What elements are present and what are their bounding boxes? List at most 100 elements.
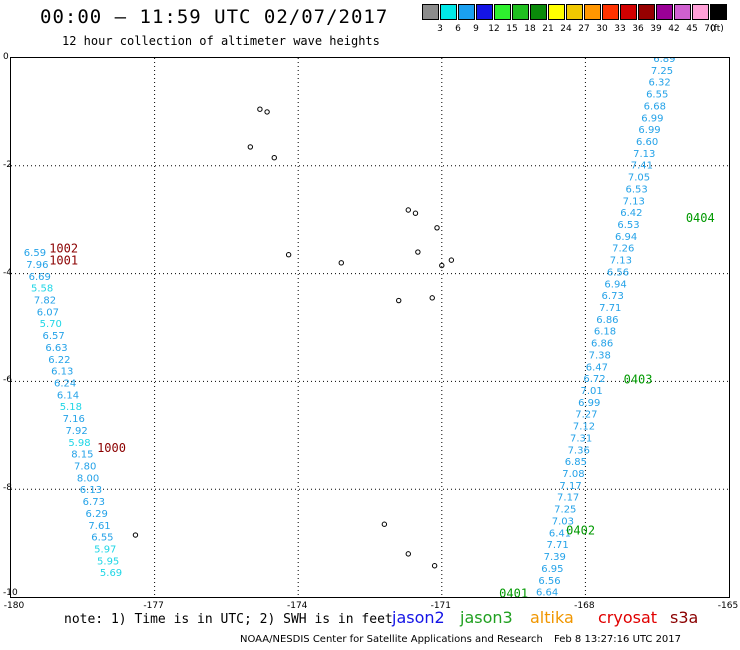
island-marker <box>271 155 277 161</box>
mission-label-cryosat: cryosat <box>598 608 658 627</box>
swh-value-label: 7.13 <box>610 256 632 267</box>
swh-value-label: 6.69 <box>29 272 51 283</box>
swh-value-label: 7.71 <box>547 540 569 551</box>
swh-value-label: 6.57 <box>42 331 64 342</box>
swh-value-label: 6.99 <box>641 113 663 124</box>
legend-swatch <box>692 4 709 20</box>
swh-value-label: 7.27 <box>575 410 597 421</box>
legend-swatch <box>674 4 691 20</box>
swh-value-label: 6.53 <box>617 220 639 231</box>
swh-value-label: 6.41 <box>549 528 571 539</box>
y-tick-label: -10 <box>3 588 18 598</box>
swh-value-label: 7.80 <box>74 461 96 472</box>
island-marker <box>257 106 263 112</box>
swh-value-label: 7.26 <box>612 244 634 255</box>
mission-label-s3a: s3a <box>670 608 699 627</box>
legend-label: 36 <box>632 24 644 34</box>
swh-value-label: 5.18 <box>60 402 82 413</box>
swh-value-label: 7.03 <box>552 516 574 527</box>
swh-value-label: 6.42 <box>620 208 642 219</box>
x-tick-label: -165 <box>717 601 739 611</box>
swh-value-label: 5.95 <box>97 556 119 567</box>
legend-label: 30 <box>596 24 608 34</box>
island-marker <box>264 109 270 115</box>
x-tick-label: -174 <box>286 601 308 611</box>
x-tick-label: -177 <box>143 601 164 611</box>
y-tick-label: 0 <box>3 52 9 62</box>
map-area[interactable]: 6.89 7.25 6.32 6.55 6.68 6.99 6.99 6.60 7.13 7.41… <box>10 57 730 598</box>
swh-value-label: 6.56 <box>538 576 560 587</box>
island-marker <box>247 144 254 150</box>
swh-value-label: 6.53 <box>625 184 647 195</box>
island-marker <box>448 257 455 263</box>
island-marker <box>431 563 438 569</box>
island-marker <box>405 551 411 557</box>
pass-id-label: 1002 <box>49 242 78 256</box>
swh-value-label: 6.73 <box>83 497 105 508</box>
island-marker <box>405 207 411 213</box>
swh-value-label: 7.96 <box>26 260 48 271</box>
legend-swatch <box>638 4 655 20</box>
legend-label: 3 <box>437 24 443 34</box>
legend-label: 6 <box>455 24 461 34</box>
island-marker <box>338 260 344 266</box>
credit-text: NOAA/NESDIS Center for Satellite Applica… <box>240 634 543 645</box>
legend-swatch <box>656 4 673 20</box>
legend-swatch <box>620 4 637 20</box>
island-marker <box>132 532 139 538</box>
swh-value-label: 7.16 <box>63 414 85 425</box>
legend-label: 70 <box>704 24 716 34</box>
swh-value-label: 7.39 <box>544 552 566 563</box>
swh-value-label: 7.92 <box>65 426 87 437</box>
swh-value-label: 6.85 <box>565 457 587 468</box>
swh-value-label: 6.32 <box>648 78 670 89</box>
pass-id-label: 0402 <box>566 524 595 538</box>
legend-label: 18 <box>524 24 536 34</box>
swh-value-label: 6.68 <box>644 101 666 112</box>
legend-swatch <box>710 4 727 20</box>
legend-label: 15 <box>506 24 518 34</box>
swh-value-label: 5.70 <box>40 319 62 330</box>
y-tick-label: -6 <box>3 375 12 386</box>
swh-value-label: 6.63 <box>45 343 67 354</box>
legend-swatch <box>530 4 547 20</box>
credit-line: NOAA/NESDIS Center for Satellite Applica… <box>240 634 689 645</box>
pass-id-label: 0404 <box>686 211 715 225</box>
legend-label: 33 <box>614 24 626 34</box>
swh-value-label: 6.60 <box>636 137 658 148</box>
y-tick-label: -2 <box>3 159 12 170</box>
legend-swatch <box>494 4 511 20</box>
swh-value-label: 6.59 <box>24 248 46 259</box>
legend-swatch <box>548 4 565 20</box>
swh-value-label: 8.15 <box>71 450 93 461</box>
swh-value-label: 7.25 <box>651 66 673 77</box>
island-marker <box>396 297 402 304</box>
pass-id-label: 0403 <box>624 373 653 387</box>
swh-value-label: 8.00 <box>77 473 99 484</box>
swh-value-label: 7.82 <box>34 295 56 306</box>
swh-value-label: 6.95 <box>541 564 563 575</box>
swh-value-label: 7.36 <box>568 445 590 456</box>
pass-id-label: 1000 <box>97 441 126 455</box>
legend-swatch <box>458 4 475 20</box>
swh-value-label: 7.05 <box>628 173 650 184</box>
swh-value-label: 7.41 <box>631 161 653 172</box>
x-tick-label: -168 <box>574 601 595 611</box>
footer-note: note: 1) Time is in UTC; 2) SWH is in fe… <box>64 612 393 627</box>
legend-swatch <box>422 4 439 20</box>
swh-value-label: 6.72 <box>583 374 605 385</box>
swh-value-label: 6.14 <box>57 390 79 401</box>
swh-value-label: 7.13 <box>633 149 655 160</box>
legend-swatch <box>476 4 493 20</box>
swh-value-label: 6.64 <box>536 588 558 597</box>
swh-value-label: 6.86 <box>596 315 618 326</box>
mission-label-jason3: jason3 <box>460 608 513 627</box>
legend-swatch <box>566 4 583 20</box>
legend-label: 27 <box>578 24 590 34</box>
swh-value-label: 7.31 <box>570 433 592 444</box>
swh-value-label: 6.73 <box>602 291 624 302</box>
swh-value-label: 6.56 <box>607 267 629 278</box>
legend-swatch <box>512 4 529 20</box>
island-marker <box>412 210 419 216</box>
swh-value-label: 6.99 <box>578 398 600 409</box>
